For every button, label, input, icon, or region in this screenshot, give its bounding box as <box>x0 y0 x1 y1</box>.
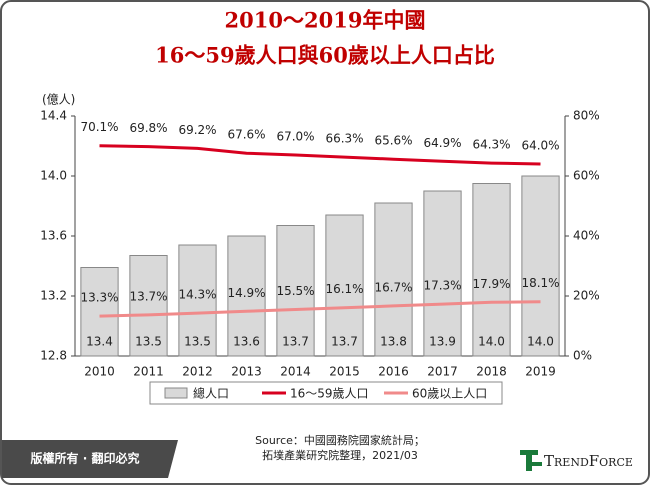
x-tick-label: 2010 <box>84 365 115 379</box>
data-label: 18.1% <box>521 276 559 290</box>
y-tick-label: 14.4 <box>40 109 67 123</box>
y-tick-label: 14.0 <box>40 169 67 183</box>
x-tick-label: 2016 <box>378 365 409 379</box>
data-label: 67.0% <box>276 130 314 144</box>
data-label: 16.1% <box>325 282 363 296</box>
data-label: 13.7 <box>282 335 309 349</box>
data-label: 69.2% <box>178 123 216 137</box>
data-label: 13.8 <box>380 335 407 349</box>
data-label: 67.6% <box>227 128 265 142</box>
data-label: 70.1% <box>80 120 118 134</box>
bar <box>178 244 217 357</box>
legend-label: 60歲以上人口 <box>412 387 487 401</box>
bar <box>521 175 560 357</box>
data-label: 65.6% <box>374 134 412 148</box>
y2-tick-label: 60% <box>573 169 600 183</box>
source: 拓墣產業研究院整理，2021/03 <box>262 448 418 462</box>
x-tick-label: 2013 <box>231 365 262 379</box>
x-tick-label: 2012 <box>182 365 213 379</box>
y-tick-label: 12.8 <box>40 349 67 363</box>
y2-tick-label: 40% <box>573 229 600 243</box>
bar <box>472 183 511 357</box>
legend <box>149 381 503 405</box>
line <box>99 300 541 318</box>
chart-subtitle: 16～59歲人口與60歲以上人口占比 <box>155 43 495 68</box>
bar <box>227 235 266 357</box>
x-tick-label: 2017 <box>427 365 458 379</box>
legend-label: 總人口 <box>193 386 229 401</box>
data-label: 14.0 <box>527 335 554 349</box>
y-tick-label: 13.2 <box>40 289 67 303</box>
data-label: 64.3% <box>472 138 510 152</box>
data-label: 13.9 <box>429 335 456 349</box>
data-label: 69.8% <box>129 121 167 135</box>
y2-tick-label: 20% <box>573 289 600 303</box>
legend-swatch <box>164 387 188 399</box>
data-label: 13.7 <box>331 335 358 349</box>
x-tick-label: 2014 <box>280 365 311 379</box>
data-label: 13.4 <box>86 335 113 349</box>
data-label: 64.0% <box>521 139 559 153</box>
data-label: 64.9% <box>423 136 461 150</box>
line <box>99 144 541 166</box>
data-label: 17.9% <box>472 277 510 291</box>
y-axis-label: (億人) <box>42 93 75 107</box>
data-label: 13.7% <box>129 289 167 303</box>
data-label: 13.3% <box>80 291 118 305</box>
bar <box>80 267 119 357</box>
data-label: 13.5 <box>135 335 162 349</box>
bar <box>423 190 462 357</box>
data-label: 66.3% <box>325 132 363 146</box>
x-tick-label: 2015 <box>329 365 360 379</box>
x-tick-label: 2011 <box>133 365 164 379</box>
data-label: 17.3% <box>423 279 461 293</box>
data-label: 14.3% <box>178 288 216 302</box>
bar <box>129 255 168 357</box>
y2-tick-label: 0% <box>573 349 592 363</box>
data-label: 15.5% <box>276 284 314 298</box>
data-label: 13.6 <box>233 335 260 349</box>
copyright: 版權所有 · 翻印必究 <box>31 451 140 466</box>
y-tick-label: 13.6 <box>40 229 67 243</box>
chart-title: 2010～2019年中國 <box>225 8 426 33</box>
bar <box>374 202 413 357</box>
logo-icon <box>520 450 542 471</box>
x-tick-label: 2018 <box>476 365 507 379</box>
logo: TrendForce <box>544 452 633 470</box>
data-label: 14.0 <box>478 335 505 349</box>
legend-label: 16～59歲人口 <box>290 387 369 401</box>
bar <box>276 225 315 357</box>
data-label: 16.7% <box>374 280 412 294</box>
data-label: 13.5 <box>184 335 211 349</box>
source: Source：中國國務院國家統計局； <box>255 433 425 447</box>
bar <box>325 214 364 357</box>
data-label: 14.9% <box>227 286 265 300</box>
footer-band <box>2 440 178 478</box>
x-tick-label: 2019 <box>525 365 556 379</box>
y2-tick-label: 80% <box>573 109 600 123</box>
